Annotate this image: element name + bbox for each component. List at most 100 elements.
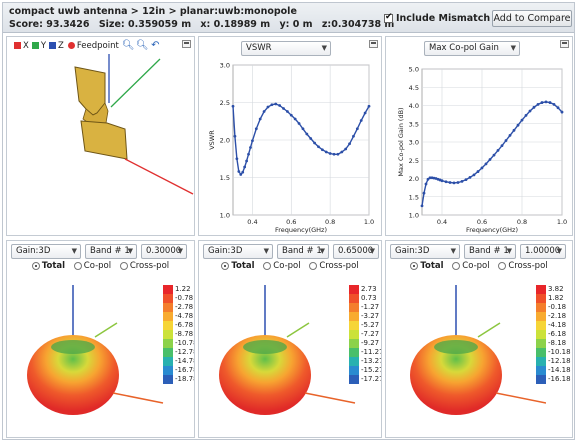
x-tick-label: 0.4 [247,218,257,226]
frequency-value: 0.30000 [146,246,182,256]
add-to-compare-button[interactable]: Add to Compare [492,10,572,27]
radio-dot-icon [119,262,128,270]
colorbar-tick-label: 1.22 [175,285,191,293]
chevron-down-icon: ▼ [71,247,77,255]
pattern-body [27,335,119,415]
gain-mode-value: Gain:3D [395,246,430,256]
size-value: Size: 0.359059 m [98,19,192,30]
x-value: x: 0.18989 m [200,19,271,30]
colorbar-swatch [163,339,173,348]
frequency-select[interactable]: 1.00000 ▼ [520,244,566,259]
colorbar-tick-label: 0.73 [361,294,377,302]
colorbar-swatch [349,321,359,330]
data-point [249,146,252,149]
colorbar-swatch [349,294,359,303]
colorbar-swatch [349,339,359,348]
colorbar-tick-label: 1.82 [548,294,564,302]
colorbar-tick-label: -8.18 [548,339,567,347]
mismatch-loss-checkbox[interactable] [384,12,393,23]
polarization-radio-group: Total Co-pol Cross-pol [7,261,194,273]
radio-copol[interactable]: Co-pol [73,261,111,271]
band-select[interactable]: Band # 1 ▼ [277,244,329,259]
radio-total[interactable]: Total [221,261,255,271]
colorbar-labels: 2.73 0.73 -1.27 -3.27 -5.27 -7.27 -9.27 -11.27-… [361,285,382,384]
gain-panel: Max Co-pol Gain ▼ 1.0 1.5 2.0 2.5 3.0 3.5 4.0 4… [385,36,573,236]
data-point [448,181,452,184]
data-point [237,170,241,173]
data-point [512,128,516,132]
plot-type-select[interactable]: VSWR ▼ [241,41,331,56]
gain-mode-select[interactable]: Gain:3D ▼ [390,244,460,259]
x-tick-label: 0.6 [477,218,487,226]
polarization-radio-group: Total Co-pol Cross-pol [199,261,381,273]
radio-total-label: Total [420,261,444,271]
antenna-geometry-view[interactable] [7,51,194,231]
chevron-down-icon: ▼ [450,247,456,255]
gain-mode-value: Gain:3D [16,246,51,256]
data-point [266,105,270,109]
data-point [464,178,468,181]
radio-dot-icon [73,262,82,270]
minimize-icon[interactable] [560,40,569,48]
colorbar-swatch [536,357,546,366]
radio-crosspol[interactable]: Cross-pol [309,261,359,271]
data-point [516,123,520,127]
x-axis-label: X [23,40,29,51]
radio-crosspol[interactable]: Cross-pol [498,261,548,271]
colorbar-swatch [349,366,359,375]
radio-total[interactable]: Total [31,261,66,271]
minimize-icon[interactable] [182,40,191,48]
y-tick-label: 3.0 [409,139,419,147]
reset-view-icon[interactable]: ↶ [151,40,160,51]
colorbar-tick-label: -13.27 [361,357,382,365]
radio-copol[interactable]: Co-pol [263,261,301,271]
x-tick-label: 0.8 [517,218,527,226]
data-point [472,173,476,177]
pattern-top-dimple [51,340,95,354]
y-tick-label: 5.0 [409,66,419,74]
radiation-pattern-3d[interactable] [386,275,546,435]
chevron-down-icon: ▼ [506,247,512,255]
data-point [355,127,359,131]
data-point [270,103,274,107]
radio-dot-icon [410,262,419,270]
gain-mode-select[interactable]: Gain:3D ▼ [203,244,273,259]
data-point [359,119,363,122]
geometry-panel[interactable]: X Y Z Feedpoint 🔍︎ 🔍︎ ↶ rotate zoom pan [6,36,195,236]
band-select[interactable]: Band # 1 ▼ [464,244,516,259]
colorbar-swatch [349,330,359,339]
radiation-pattern-3d[interactable] [199,275,359,435]
feedpoint-dot-icon [67,42,75,49]
plot-type-select[interactable]: Max Co-pol Gain ▼ [424,41,520,56]
radio-copol[interactable]: Co-pol [452,261,490,271]
colorbar-tick-label: -1.27 [361,303,380,311]
pattern-panel-3: Gain:3D ▼ Band # 1 ▼ 1.00000 ▼ Total Co-… [385,240,573,438]
radio-total[interactable]: Total [410,261,444,271]
data-point [500,144,504,148]
radio-total-label: Total [41,261,66,271]
data-point [560,110,564,114]
colorbar-tick-label: -15.27 [361,366,382,374]
frequency-select[interactable]: 0.65000 ▼ [333,244,379,259]
radiation-pattern-3d[interactable] [7,275,167,435]
zoom-out-icon[interactable]: 🔍︎ [135,40,149,51]
mismatch-loss-label: Include Mismatch Loss [396,13,518,24]
y-tick-label: 1.5 [409,193,419,201]
chevron-down-icon: ▼ [369,247,375,255]
data-point [328,152,332,155]
zoom-in-icon[interactable]: 🔍︎ [121,40,135,51]
data-point [552,103,556,106]
data-point [428,176,432,180]
breadcrumb: compact uwb antenna > 12in > planar:uwb:… [9,6,297,17]
radio-crosspol[interactable]: Cross-pol [119,261,169,271]
gain-mode-select[interactable]: Gain:3D ▼ [11,244,81,259]
minimize-icon[interactable] [369,40,378,48]
chevron-down-icon: ▼ [321,44,327,52]
colorbar-swatch [349,285,359,294]
mismatch-loss-toggle[interactable]: Include Mismatch Loss [384,12,518,24]
frequency-value: 0.65000 [338,246,374,256]
data-point [468,176,472,179]
frequency-select[interactable]: 0.30000 ▼ [141,244,187,259]
band-select[interactable]: Band # 1 ▼ [85,244,137,259]
